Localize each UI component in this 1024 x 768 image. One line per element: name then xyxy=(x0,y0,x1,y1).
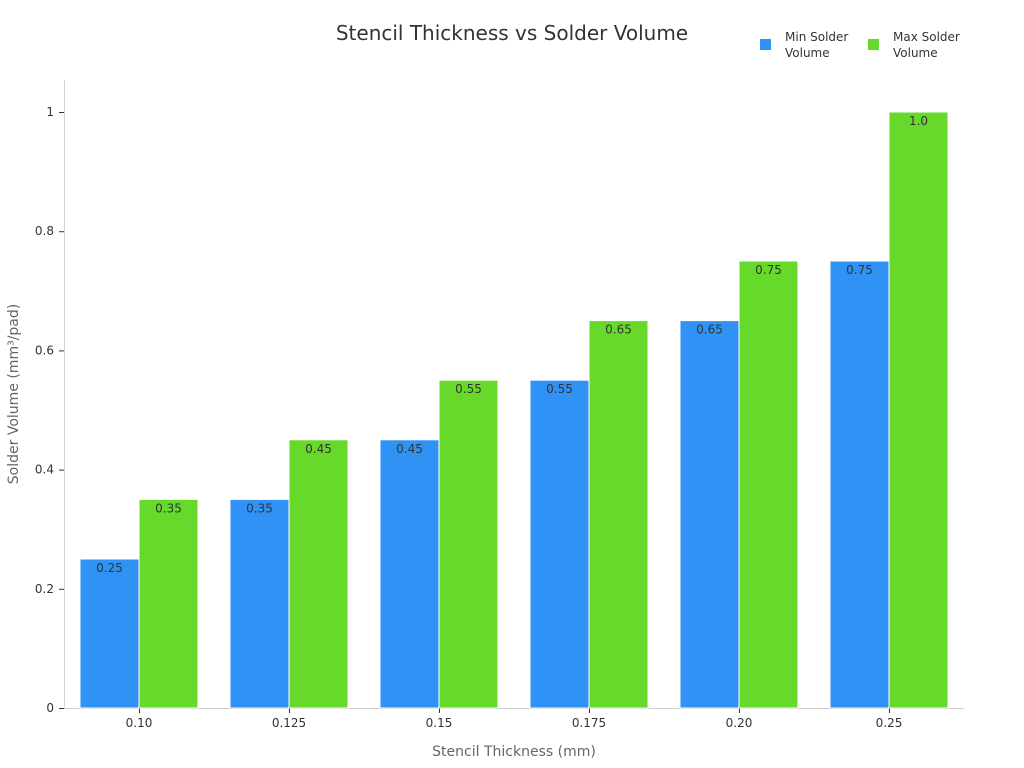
x-tick-label: 0.10 xyxy=(126,716,153,730)
bar-max xyxy=(738,260,799,709)
data-label: 0.25 xyxy=(96,561,123,575)
data-label: 0.75 xyxy=(846,263,873,277)
y-axis-title: Solder Volume (mm³/pad) xyxy=(6,304,22,484)
x-tick-label: 0.20 xyxy=(726,716,753,730)
legend-label-line: Volume xyxy=(893,46,938,60)
data-label: 1.0 xyxy=(909,114,928,128)
data-label: 0.75 xyxy=(755,263,782,277)
y-axis: 0 0.2 0.4 0.6 0.8 1 xyxy=(35,105,64,715)
data-label: 0.55 xyxy=(546,382,573,396)
x-tick-label: 0.15 xyxy=(426,716,453,730)
y-tick-label: 1 xyxy=(46,105,54,119)
x-axis-title: Stencil Thickness (mm) xyxy=(432,744,596,760)
bar-max xyxy=(888,111,949,709)
legend-label: Min Solder Volume xyxy=(785,30,848,60)
bar-max xyxy=(588,320,649,709)
legend-label-line: Volume xyxy=(785,46,830,60)
x-tick-label: 0.25 xyxy=(876,716,903,730)
x-tick-label: 0.125 xyxy=(272,716,306,730)
data-label: 0.45 xyxy=(305,442,332,456)
y-tick-label: 0.4 xyxy=(35,463,54,477)
legend-label-line: Max Solder xyxy=(893,30,960,44)
data-labels-group: 0.25 0.35 0.35 0.45 0.45 0.55 0.55 0.65 0.65 0.75… xyxy=(96,114,928,575)
bar-max xyxy=(138,498,199,709)
data-label: 0.35 xyxy=(155,501,182,515)
data-label: 0.35 xyxy=(246,501,273,515)
legend: Min Solder Volume Max Solder Volume xyxy=(760,30,960,60)
bar-min xyxy=(829,260,890,709)
legend-swatch xyxy=(868,39,879,50)
y-tick-label: 0.6 xyxy=(35,343,54,357)
x-tick-label: 0.175 xyxy=(572,716,606,730)
y-tick-label: 0 xyxy=(46,701,54,715)
data-label: 0.55 xyxy=(455,382,482,396)
bar-min xyxy=(529,379,590,709)
bars-group xyxy=(79,111,949,709)
y-tick-label: 0.2 xyxy=(35,582,54,596)
data-label: 0.45 xyxy=(396,442,423,456)
x-axis: 0.10 0.125 0.15 0.175 0.20 0.25 xyxy=(126,708,903,730)
bar-max xyxy=(288,439,349,709)
bar-min xyxy=(79,558,140,709)
bar-min xyxy=(379,439,440,709)
chart-title: Stencil Thickness vs Solder Volume xyxy=(336,21,688,45)
legend-label: Max Solder Volume xyxy=(893,30,960,60)
bar-min xyxy=(679,320,740,709)
bar-max xyxy=(438,379,499,709)
bar-min xyxy=(229,498,290,709)
data-label: 0.65 xyxy=(696,323,723,337)
legend-swatch xyxy=(760,39,771,50)
data-label: 0.65 xyxy=(605,323,632,337)
y-tick-label: 0.8 xyxy=(35,224,54,238)
legend-label-line: Min Solder xyxy=(785,30,848,44)
